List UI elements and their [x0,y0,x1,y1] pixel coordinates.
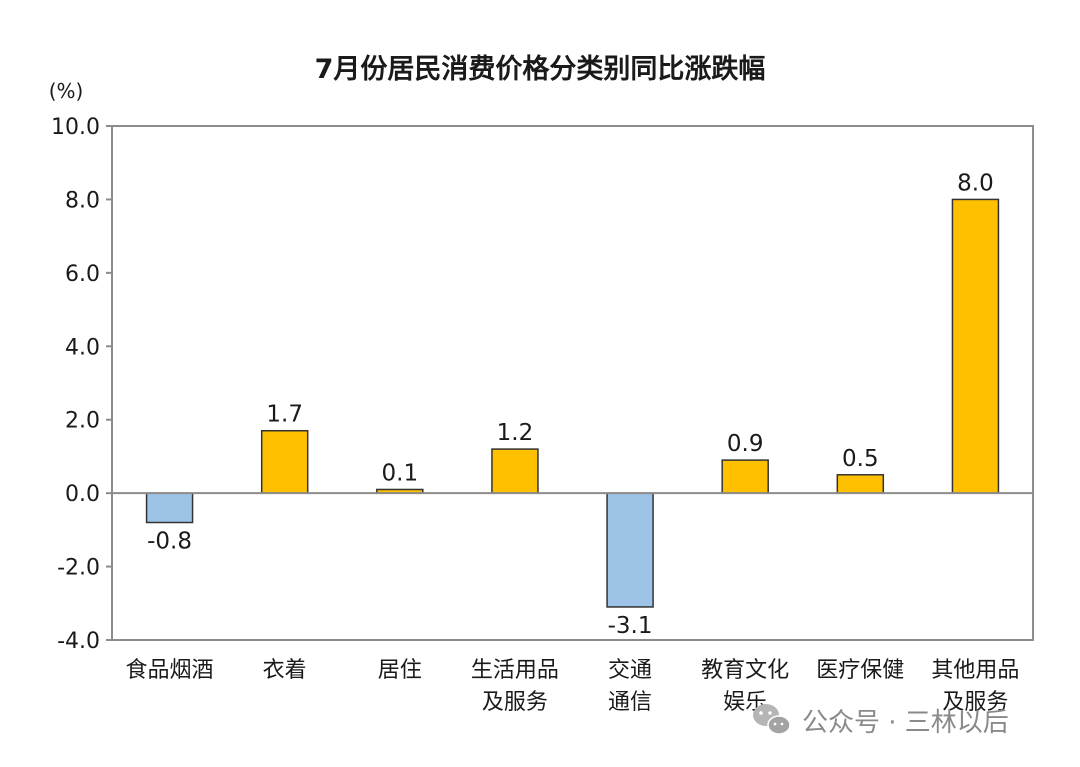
x-tick-label: 交通通信 [608,658,652,715]
bar [951,198,1000,494]
plot-area-frame [111,125,1034,641]
y-unit-label: (%) [49,79,84,103]
data-label: 1.7 [266,402,303,428]
watermark: 公众号 · 三林以后 [753,704,1009,738]
y-tick-label: -2.0 [57,556,100,581]
x-tick-label: 衣着 [263,658,307,683]
x-tick-label: 其他用品及服务 [931,658,1019,715]
chart-title: 7月份居民消费价格分类别同比涨跌幅 [315,54,766,85]
bar [721,459,769,494]
y-axis: 10.0 8.0 6.0 4.0 2.0 0.0 -2.0 -4.0 [51,115,112,654]
data-labels: -0.8 1.7 0.1 1.2 -3.1 0.9 0.5 8.0 [147,170,994,639]
x-tick-label: 居住 [378,658,422,683]
data-label: 0.9 [727,431,764,457]
bar-series [145,198,1000,608]
bar [491,448,539,494]
bar [836,474,885,494]
data-label: 0.1 [382,460,419,486]
y-tick-label: 2.0 [65,409,100,434]
watermark-text: 公众号 · 三林以后 [802,708,1009,738]
data-label: 8.0 [957,170,994,196]
y-tick-label: -4.0 [57,629,100,654]
bar [145,492,194,524]
y-tick-label: 8.0 [65,188,100,213]
data-label: 1.2 [497,420,534,446]
x-tick-label: 教育文化娱乐 [701,658,789,715]
x-tick-label: 医疗保健 [816,658,904,683]
data-label: -0.8 [147,529,192,555]
y-tick-label: 6.0 [65,262,100,287]
bar [260,429,309,494]
x-tick-label: 食品烟酒 [126,658,214,683]
y-tick-label: 0.0 [65,482,100,507]
bar [606,492,654,608]
y-tick-label: 4.0 [65,335,100,360]
y-tick-label: 10.0 [51,115,100,140]
x-axis: 食品烟酒 衣着 居住 生活用品及服务 交通通信 教育文化娱乐 医疗保健 其他用品及服务 [126,658,1020,715]
wechat-icon [753,704,791,735]
data-label: -3.1 [608,613,653,639]
x-tick-label: 生活用品及服务 [471,658,559,715]
data-label: 0.5 [842,446,879,472]
